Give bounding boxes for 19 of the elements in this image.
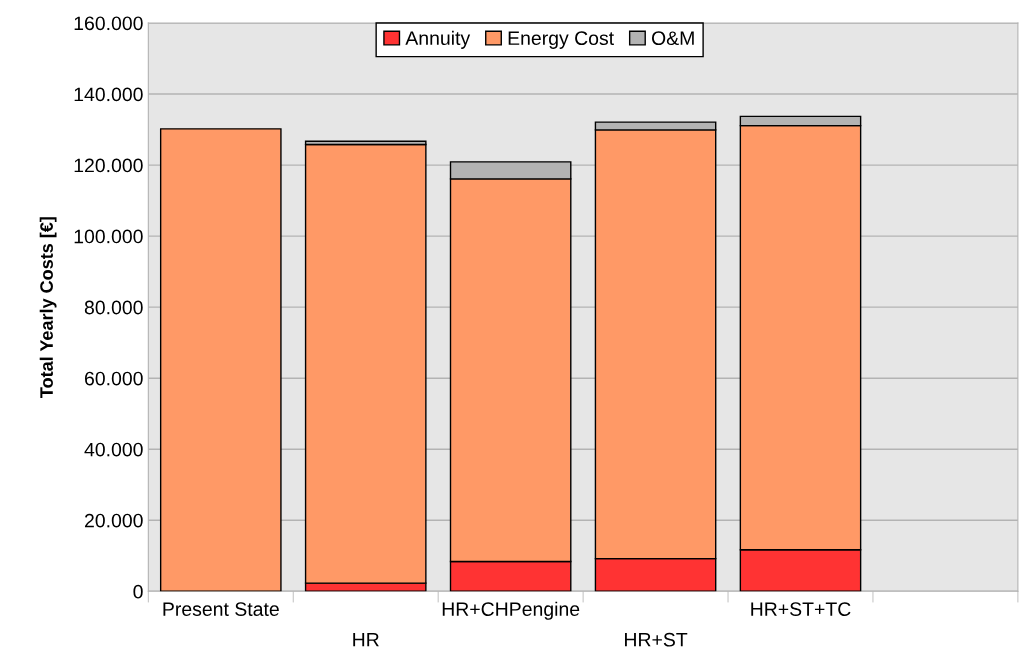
y-tick-label: 100.000	[74, 229, 143, 244]
y-tick-label: 80.000	[84, 300, 143, 315]
x-tick-label: HR	[353, 632, 379, 647]
legend-label: Energy Cost	[508, 31, 614, 49]
y-tick-label: 60.000	[84, 371, 143, 386]
x-tick-label: HR+ST+TC	[751, 602, 851, 616]
y-tick-label: 0	[133, 584, 143, 599]
y-tick-label: 140.000	[74, 87, 143, 102]
x-tick-label: HR+ST	[625, 632, 688, 647]
y-tick-label: 20.000	[84, 513, 143, 528]
legend-label: Annuity	[405, 30, 471, 49]
y-axis-title: Total Yearly Costs [€]	[39, 217, 57, 398]
y-tick-label: 120.000	[74, 158, 143, 173]
bar	[159, 128, 282, 592]
x-tick-label: HR+CHPengine	[442, 601, 580, 620]
legend-label: O&M	[651, 31, 694, 46]
y-tick-label: 40.000	[84, 442, 143, 457]
x-tick-label: Present State	[163, 602, 279, 616]
y-tick-label: 160.000	[74, 16, 143, 31]
